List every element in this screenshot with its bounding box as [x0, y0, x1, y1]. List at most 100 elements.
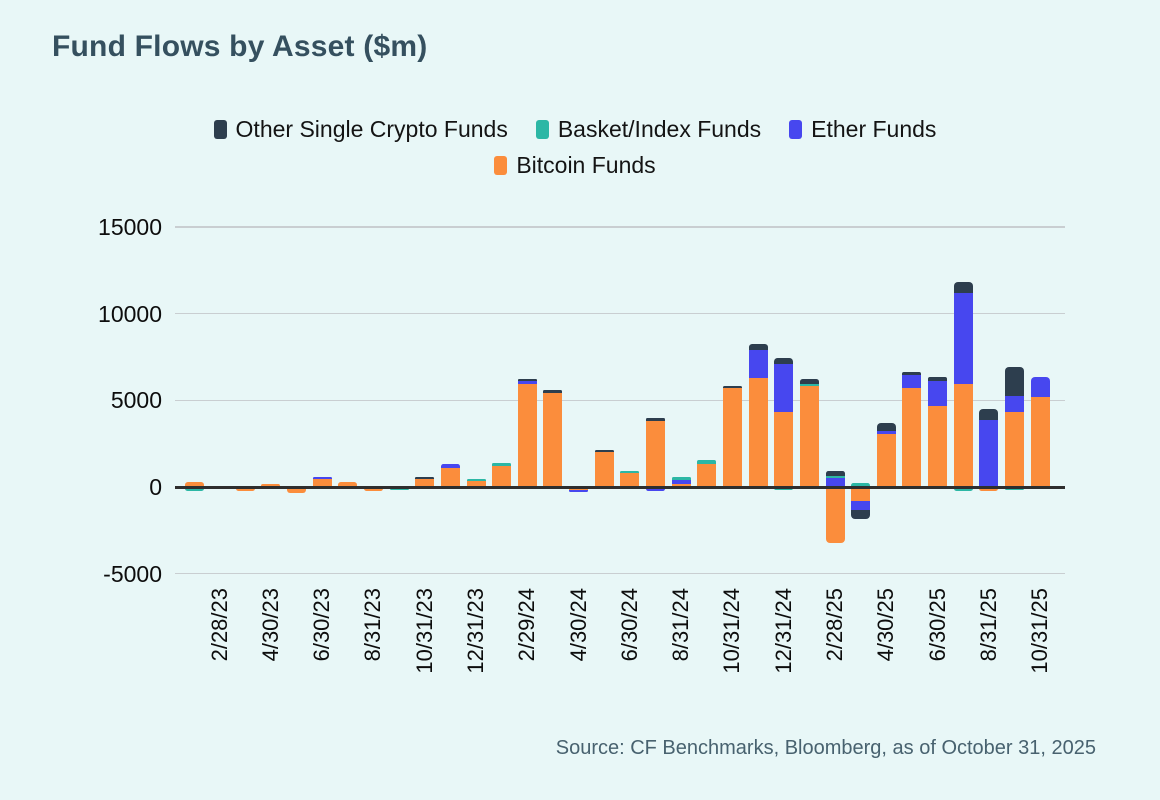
- x-axis-tick-label: 6/30/25: [924, 588, 950, 662]
- bar-segment-bitcoin-funds: [697, 463, 717, 487]
- y-axis-tick-label: 5000: [110, 387, 162, 414]
- bar-segment-bitcoin-funds: [363, 487, 383, 492]
- bar-segment-other-single-crypto-funds: [774, 357, 794, 365]
- chart-title: Fund Flows by Asset ($m): [52, 30, 428, 63]
- bar-segment-ether-funds: [312, 476, 332, 480]
- bar-segment-bitcoin-funds: [979, 487, 999, 492]
- bar-segment-ether-funds: [979, 419, 999, 487]
- legend-item-label: Other Single Crypto Funds: [235, 116, 508, 142]
- bar-segment-bitcoin-funds: [466, 480, 486, 487]
- bar-segment-other-single-crypto-funds: [799, 379, 819, 384]
- bar-segment-ether-funds: [671, 480, 691, 484]
- y-axis-tick-label: 15000: [98, 213, 162, 240]
- bar-segment-bitcoin-funds: [722, 388, 742, 487]
- bar-segment-other-single-crypto-funds: [953, 281, 973, 294]
- gridline: [175, 312, 1065, 315]
- x-axis-tick-label: 4/30/25: [873, 588, 899, 662]
- bar-segment-bitcoin-funds: [1030, 396, 1050, 487]
- bar-segment-bitcoin-funds: [953, 384, 973, 487]
- y-axis-tick-label: -5000: [103, 560, 162, 587]
- legend-swatch-icon: [213, 120, 227, 139]
- bar-segment-basket-index-funds: [671, 477, 691, 481]
- legend-row-2: Bitcoin Funds: [494, 152, 656, 179]
- x-axis-tick-label: 2/29/24: [514, 588, 540, 662]
- bar-segment-bitcoin-funds: [440, 467, 460, 487]
- bar-segment-other-single-crypto-funds: [851, 510, 871, 519]
- bar-segment-basket-index-funds: [851, 482, 871, 487]
- x-axis-tick-label: 10/31/24: [719, 588, 745, 674]
- bar-segment-other-single-crypto-funds: [594, 449, 614, 453]
- bar-segment-bitcoin-funds: [825, 487, 845, 543]
- bar-segment-ether-funds: [774, 364, 794, 412]
- bar-segment-ether-funds: [646, 487, 666, 491]
- bar-segment-bitcoin-funds: [774, 411, 794, 487]
- x-axis-tick-label: 8/31/25: [975, 588, 1001, 662]
- bar-segment-bitcoin-funds: [1004, 411, 1024, 487]
- bar-segment-other-single-crypto-funds: [517, 378, 537, 381]
- bar-segment-bitcoin-funds: [851, 487, 871, 502]
- chart-legend: Other Single Crypto Funds Basket/Index Fu…: [0, 116, 1150, 179]
- bar-segment-other-single-crypto-funds: [748, 344, 768, 351]
- bar-segment-bitcoin-funds: [261, 483, 281, 487]
- bar-segment-bitcoin-funds: [312, 479, 332, 487]
- bar-segment-bitcoin-funds: [184, 481, 204, 487]
- legend-item: Basket/Index Funds: [535, 116, 762, 143]
- bar-segment-ether-funds: [440, 463, 460, 468]
- gridline: [175, 226, 1065, 228]
- bar-segment-other-single-crypto-funds: [928, 377, 948, 381]
- bar-segment-ether-funds: [1030, 377, 1050, 397]
- bar-segment-bitcoin-funds: [235, 487, 255, 492]
- bar-segment-bitcoin-funds: [876, 434, 896, 487]
- x-axis-tick-label: 10/31/23: [411, 588, 437, 674]
- bar-segment-other-single-crypto-funds: [415, 476, 435, 480]
- bar-segment-other-single-crypto-funds: [825, 471, 845, 476]
- bar-segment-bitcoin-funds: [646, 420, 666, 487]
- x-axis-tick-label: 10/31/25: [1027, 588, 1053, 674]
- x-axis-tick-label: 6/30/23: [309, 588, 335, 662]
- legend-item: Bitcoin Funds: [494, 152, 656, 179]
- y-axis-tick-label: 0: [149, 474, 162, 500]
- legend-item: Ether Funds: [789, 116, 936, 143]
- legend-swatch-icon: [789, 120, 803, 139]
- x-axis-tick-label: 8/31/23: [360, 588, 386, 662]
- bar-segment-basket-index-funds: [620, 470, 640, 474]
- bar-segment-basket-index-funds: [466, 478, 486, 481]
- bar-segment-bitcoin-funds: [799, 385, 819, 487]
- x-axis-tick-label: 2/28/25: [822, 588, 847, 662]
- bar-segment-other-single-crypto-funds: [722, 385, 742, 389]
- bar-segment-bitcoin-funds: [415, 479, 435, 487]
- x-axis-tick-label: 12/31/23: [463, 588, 489, 674]
- gridline: [175, 399, 1065, 402]
- x-axis-tick-label: 8/31/24: [668, 588, 694, 662]
- bar-segment-bitcoin-funds: [594, 452, 614, 487]
- bar-segment-bitcoin-funds: [338, 481, 358, 487]
- bar-segment-other-single-crypto-funds: [979, 408, 999, 420]
- legend-row-1: Other Single Crypto Funds Basket/Index Fu…: [213, 116, 936, 143]
- legend-item-label: Bitcoin Funds: [516, 152, 656, 178]
- bar-segment-ether-funds: [1004, 395, 1024, 412]
- bar-segment-ether-funds: [825, 478, 845, 487]
- bar-segment-basket-index-funds: [492, 463, 512, 466]
- y-axis-tick-label: 10000: [98, 300, 162, 327]
- bar-segment-ether-funds: [748, 350, 768, 378]
- legend-swatch-icon: [494, 156, 508, 175]
- source-note: Source: CF Benchmarks, Bloomberg, as of …: [555, 737, 1096, 759]
- bar-segment-basket-index-funds: [953, 487, 973, 492]
- legend-item-label: Ether Funds: [811, 116, 937, 142]
- bar-segment-ether-funds: [569, 489, 589, 493]
- bar-segment-bitcoin-funds: [543, 392, 563, 487]
- bar-segment-other-single-crypto-funds: [1004, 367, 1024, 396]
- bar-segment-other-single-crypto-funds: [876, 423, 896, 431]
- bar-segment-ether-funds: [851, 501, 871, 511]
- bar-segment-bitcoin-funds: [671, 483, 691, 487]
- x-axis-tick-label: 2/28/23: [206, 588, 232, 662]
- legend-item-label: Basket/Index Funds: [557, 116, 762, 142]
- bar-segment-other-single-crypto-funds: [543, 390, 563, 393]
- bar-segment-basket-index-funds: [825, 475, 845, 479]
- bar-segment-bitcoin-funds: [517, 383, 537, 487]
- bar-segment-ether-funds: [928, 380, 948, 406]
- bar-segment-basket-index-funds: [774, 487, 794, 491]
- bar-segment-bitcoin-funds: [492, 465, 512, 487]
- x-axis-tick-label: 4/30/23: [257, 588, 283, 662]
